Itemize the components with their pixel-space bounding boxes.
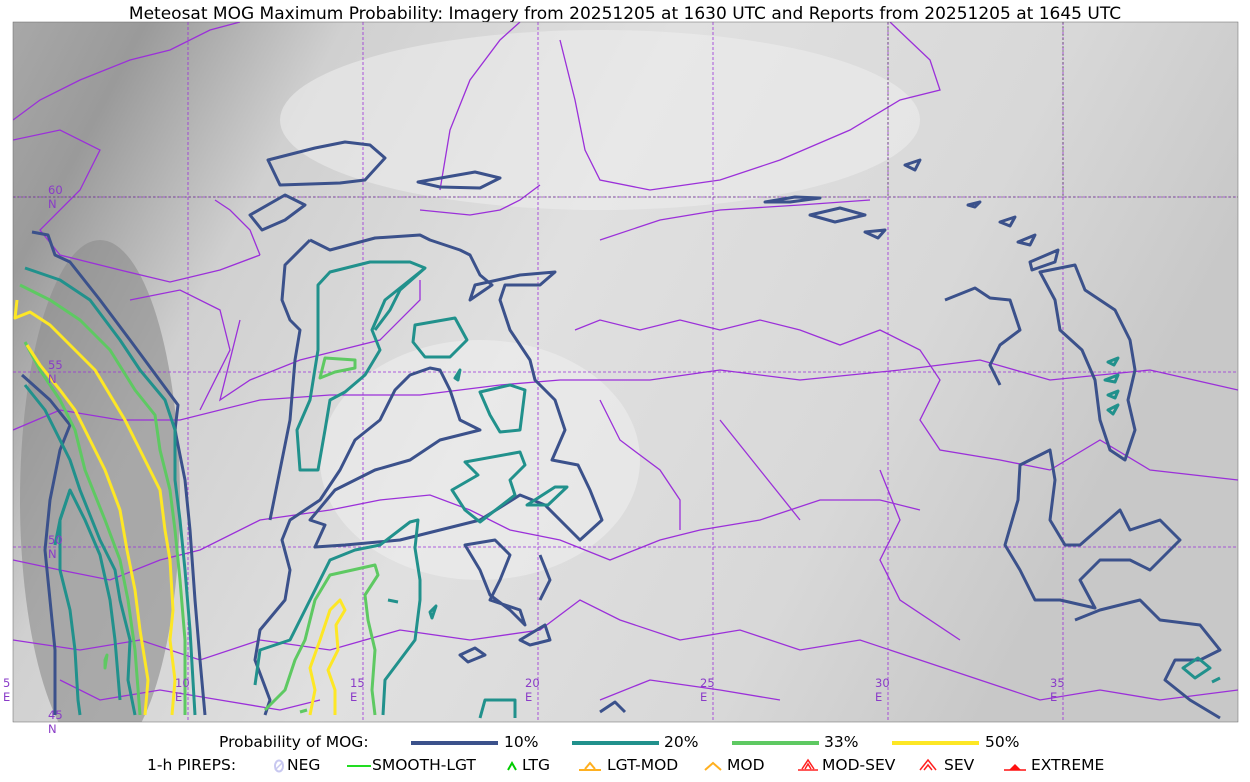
lon-label-30e: 30 E <box>875 676 890 704</box>
pireps-legend: 1-h PIREPS: NEG SMOOTH-LGT LTG LGT-MOD M… <box>0 756 1250 776</box>
extreme-label: EXTREME <box>1031 756 1105 774</box>
ltg-label: LTG <box>522 756 550 774</box>
dark-cloud-band <box>20 240 180 722</box>
probability-legend: Probability of MOG: 10% 20% 33% 50% <box>0 733 1250 753</box>
mod-sev-label: MOD-SEV <box>822 756 896 774</box>
contour-33-percent <box>19 283 380 716</box>
level-20-label: 20% <box>664 733 699 751</box>
lat-label-55n: 55 N <box>48 358 63 386</box>
sev-icon <box>919 758 937 771</box>
swatch-20 <box>572 741 659 745</box>
pireps-legend-title: 1-h PIREPS: <box>147 756 237 774</box>
lgt-mod-label: LGT-MOD <box>607 756 679 774</box>
level-50-label: 50% <box>985 733 1020 751</box>
lat-label-60n: 60 N <box>48 183 63 211</box>
lon-label-20e: 20 E <box>525 676 540 704</box>
level-33-label: 33% <box>824 733 859 751</box>
lon-label-15e: 15 E <box>350 676 365 704</box>
ltg-icon <box>507 760 517 771</box>
mod-label: MOD <box>727 756 765 774</box>
lgt-mod-icon <box>579 761 601 771</box>
lon-label-5e: 5 E <box>3 676 11 704</box>
map-title: Meteosat MOG Maximum Probability: Imager… <box>128 4 1122 24</box>
contour-50-percent <box>13 299 347 716</box>
smooth-lgt-icon <box>347 765 371 767</box>
swatch-33 <box>732 741 819 745</box>
neg-label: NEG <box>287 756 321 774</box>
contour-10-percent <box>21 140 1222 720</box>
level-10-label: 10% <box>504 733 539 751</box>
mod-icon <box>704 761 722 771</box>
sev-label: SEV <box>944 756 975 774</box>
probability-legend-title: Probability of MOG: <box>219 733 369 751</box>
lon-label-35e: 35 E <box>1050 676 1065 704</box>
bright-cloud-area <box>280 30 920 210</box>
extreme-icon <box>1004 764 1026 771</box>
lat-label-50n: 50 N <box>48 533 63 561</box>
smooth-lgt-label: SMOOTH-LGT <box>372 756 476 774</box>
lat-label-45n: 45 N <box>48 708 63 736</box>
swatch-10 <box>411 741 498 745</box>
neg-icon <box>274 759 284 773</box>
lon-label-25e: 25 E <box>700 676 715 704</box>
contour-20-percent <box>23 260 1221 719</box>
swatch-50 <box>892 741 979 745</box>
mod-sev-icon <box>798 758 818 771</box>
lon-label-10e: 10 E <box>175 676 190 704</box>
coastlines-borders <box>13 22 1238 711</box>
